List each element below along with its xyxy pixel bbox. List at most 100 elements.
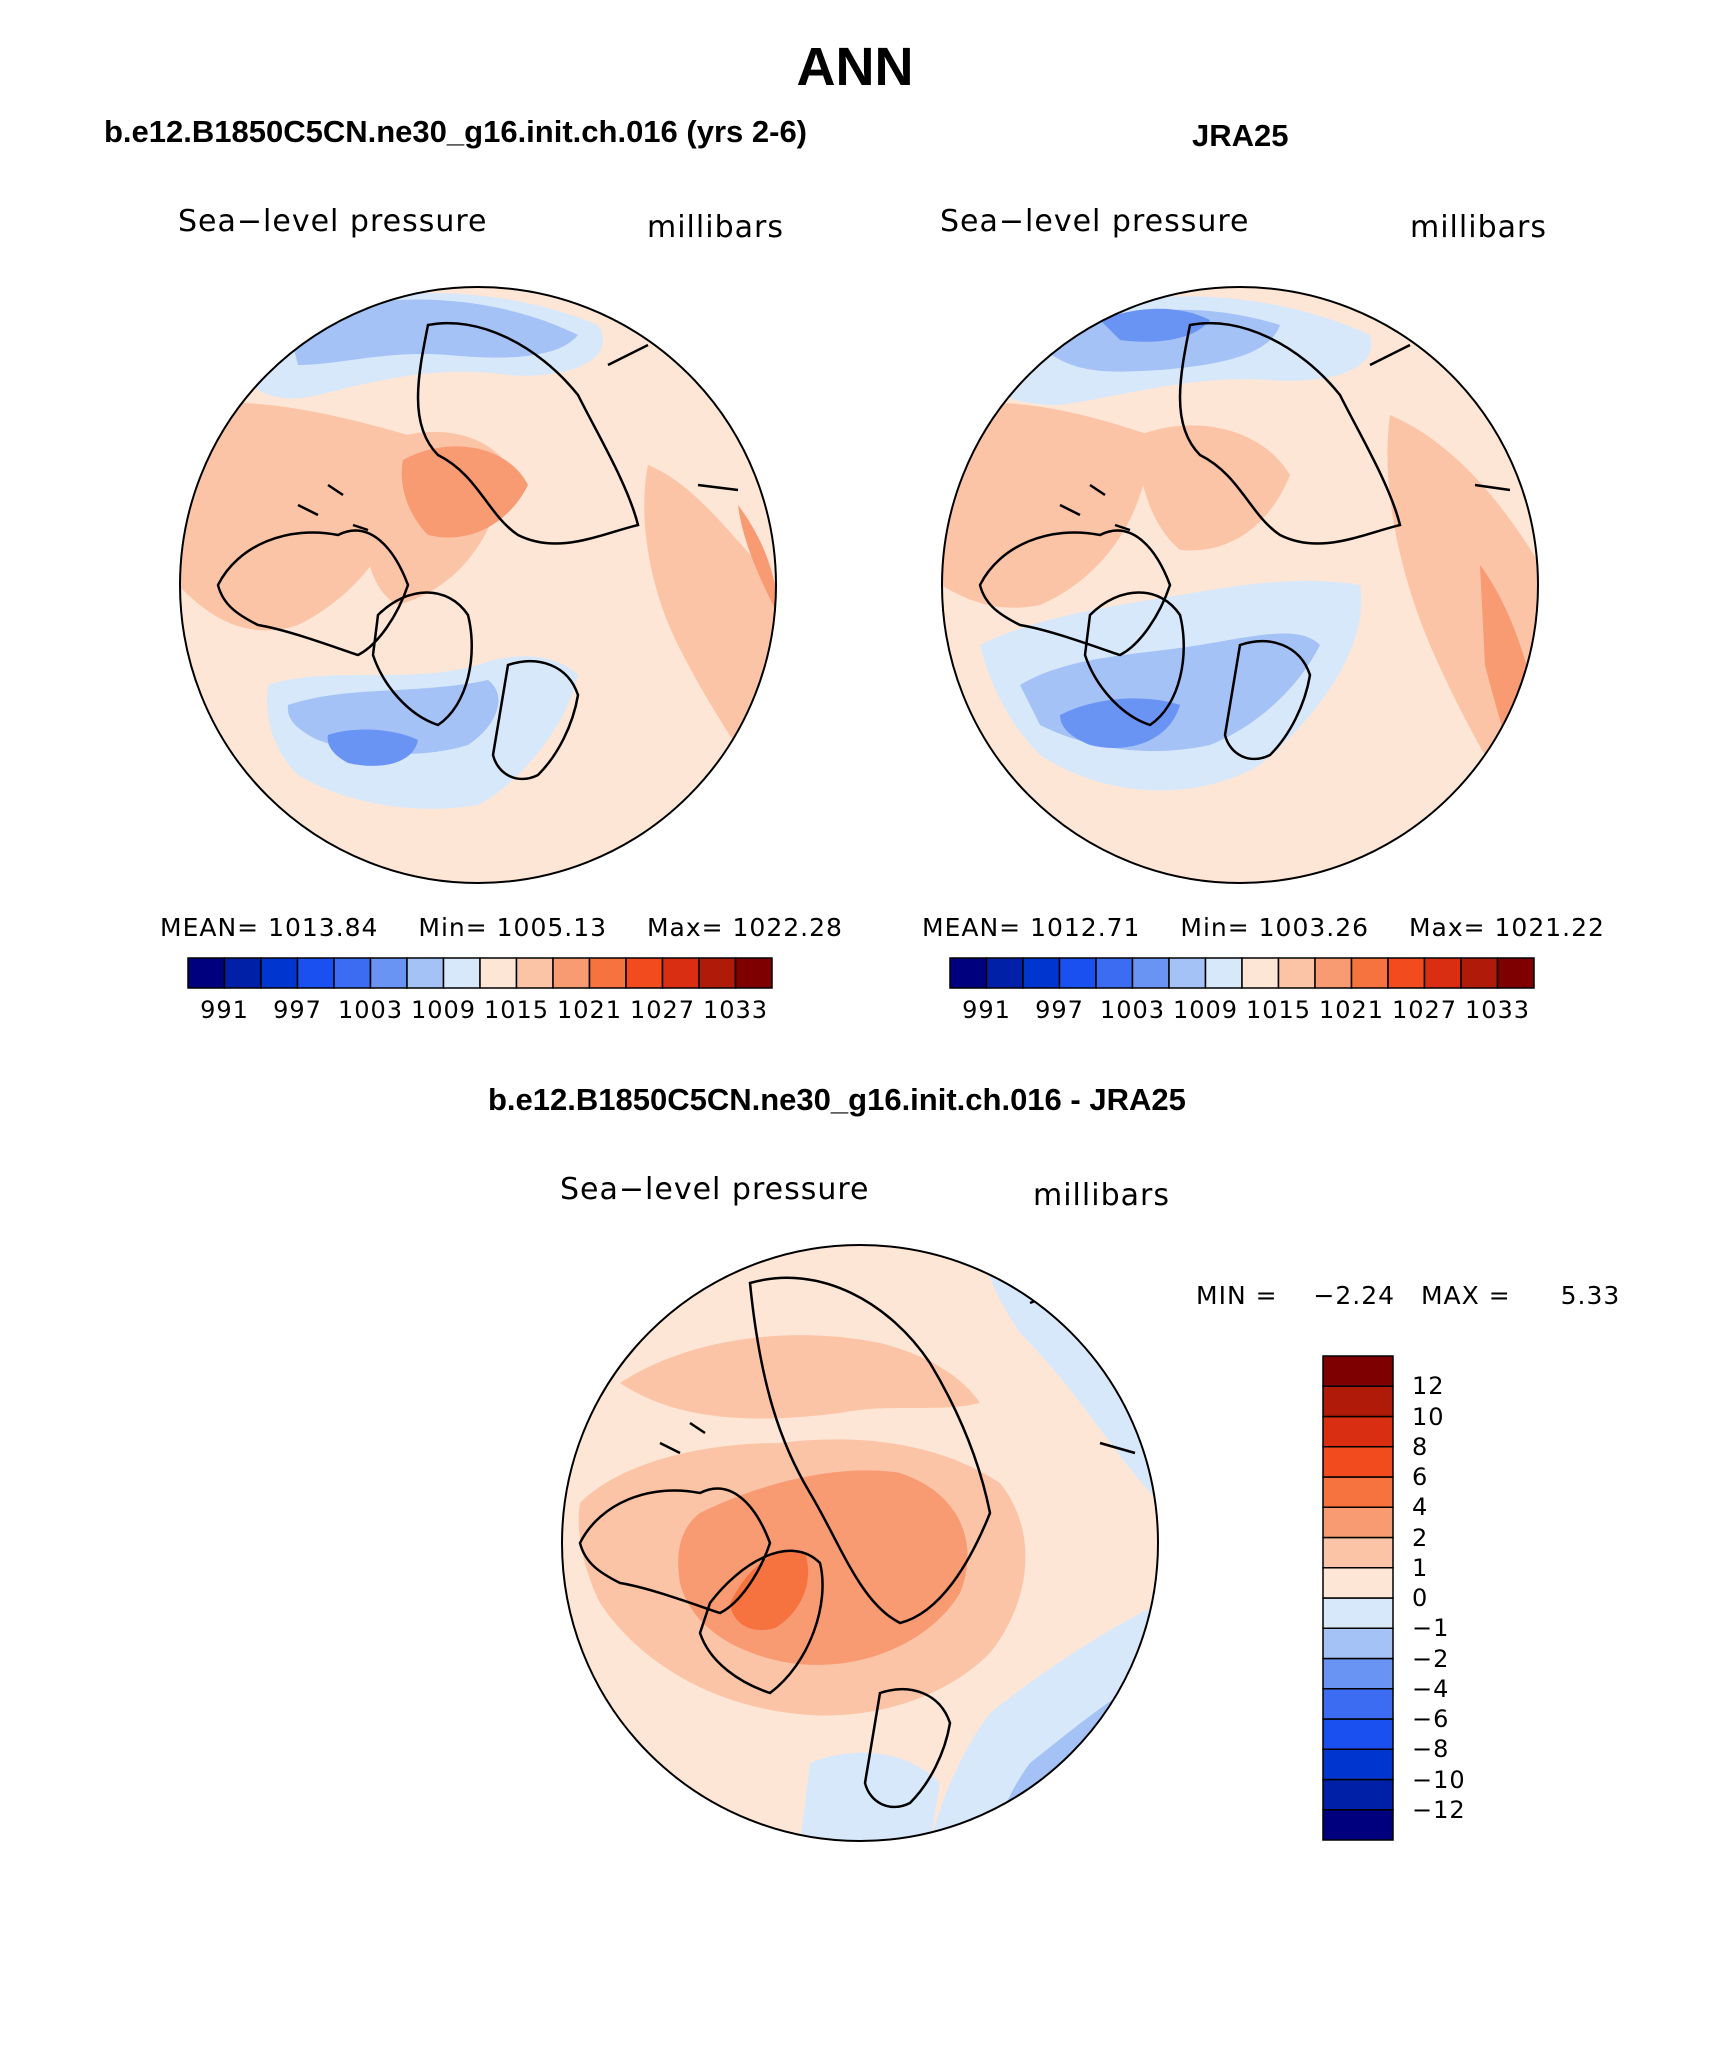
model-colorbar-box <box>333 957 372 989</box>
diff-colorbar-tick-label: 1 <box>1412 1553 1429 1582</box>
obs-mean-label: MEAN= <box>922 913 1022 942</box>
obs-polar-map <box>941 286 1539 884</box>
model-colorbar-tick-label: 991 <box>200 996 249 1024</box>
obs-coastline-n-america <box>978 529 1172 657</box>
obs-min-label: Min= <box>1180 913 1250 942</box>
obs-left-string: Sea−level pressure <box>940 204 1250 239</box>
obs-colorbar-tick-label: 1003 <box>1099 996 1166 1024</box>
obs-colorbar-box <box>1350 957 1389 989</box>
obs-colorbar-box <box>1058 957 1097 989</box>
obs-colorbar-tick-label: 1033 <box>1464 996 1531 1024</box>
diff-colorbar-box <box>1322 1385 1394 1418</box>
diff-colorbar-box <box>1322 1415 1394 1448</box>
diff-colorbar-tick-label: −12 <box>1412 1795 1466 1824</box>
obs-colorbar-box <box>1241 957 1280 989</box>
obs-coastline-eurasia <box>1178 321 1402 545</box>
model-colorbar-box <box>223 957 262 989</box>
obs-colorbar-box <box>1168 957 1207 989</box>
obs-colorbar <box>949 957 1535 989</box>
figure-title: ANN <box>796 37 914 97</box>
diff-coastline-n-america <box>578 1487 772 1615</box>
obs-colorbar-box <box>1460 957 1499 989</box>
model-colorbar-box <box>406 957 445 989</box>
obs-colorbar-box <box>1423 957 1462 989</box>
model-colorbar-box <box>296 957 335 989</box>
diff-colorbar-tick-label: 8 <box>1412 1432 1429 1461</box>
diff-coastline-eurasia <box>748 1276 992 1625</box>
obs-colorbar-tick-label: 1009 <box>1172 996 1239 1024</box>
obs-colorbar-tick-label: 991 <box>962 996 1011 1024</box>
model-mean-value: 1013.84 <box>268 913 379 942</box>
obs-colorbar-tick-label: 1015 <box>1245 996 1312 1024</box>
model-colorbar-box <box>442 957 481 989</box>
model-region-low-iceland <box>327 729 418 766</box>
obs-colorbar-tick-label: 1021 <box>1318 996 1385 1024</box>
model-polar-map <box>179 286 777 884</box>
diff-max-label: MAX = <box>1420 1281 1511 1310</box>
model-colorbar-box <box>734 957 773 989</box>
diff-colorbar-box <box>1322 1657 1394 1690</box>
obs-colorbar-box <box>1496 957 1535 989</box>
model-colorbar-box <box>552 957 591 989</box>
diff-max-value: 5.33 <box>1560 1281 1621 1310</box>
diff-colorbar-tick-label: −6 <box>1412 1705 1450 1733</box>
obs-max-value: 1021.22 <box>1494 913 1605 942</box>
model-colorbar-box <box>369 957 408 989</box>
diff-colorbar <box>1322 1355 1394 1841</box>
model-coastline-europe <box>491 660 580 781</box>
diff-colorbar-box <box>1322 1748 1394 1781</box>
model-colorbar-tick-label: 1003 <box>337 996 404 1024</box>
obs-colorbar-tick-label: 997 <box>1035 996 1084 1024</box>
model-colorbar-ticks: 991 997 1003 1009 1015 1021 1027 1033 <box>188 996 772 1026</box>
model-coastline-greenland <box>371 591 473 727</box>
obs-region-low-pacific-core <box>1100 308 1210 342</box>
obs-colorbar-box <box>1131 957 1170 989</box>
model-region-high-west <box>180 402 410 631</box>
model-colorbar-box <box>661 957 700 989</box>
diff-coastline-greenland <box>698 1549 824 1695</box>
model-units: millibars <box>647 210 784 245</box>
obs-colorbar-box <box>949 957 988 989</box>
obs-mean-value: 1012.71 <box>1030 913 1141 942</box>
model-colorbar <box>187 957 773 989</box>
diff-colorbar-box <box>1322 1567 1394 1599</box>
diff-region-high-pacific <box>620 1335 980 1419</box>
obs-region-high-arctic <box>1139 425 1290 551</box>
obs-panel-title: JRA25 <box>1192 118 1289 153</box>
diff-colorbar-tick-label: 4 <box>1412 1493 1429 1522</box>
diff-polar-map <box>561 1244 1159 1842</box>
diff-units: millibars <box>1033 1178 1170 1213</box>
model-colorbar-tick-label: 1009 <box>410 996 477 1024</box>
diff-colorbar-box <box>1322 1506 1394 1539</box>
obs-coastline-greenland <box>1083 591 1185 727</box>
diff-colorbar-tick-label: 2 <box>1412 1523 1429 1552</box>
model-colorbar-tick-label: 1021 <box>556 996 623 1024</box>
diff-colorbar-tick-label: −1 <box>1412 1614 1450 1643</box>
diff-colorbar-tick-label: 12 <box>1412 1372 1445 1401</box>
diff-min-value: −2.24 <box>1313 1281 1396 1310</box>
obs-colorbar-ticks: 991 997 1003 1009 1015 1021 1027 1033 <box>950 996 1534 1026</box>
model-max-label: Max= <box>646 913 724 942</box>
diff-colorbar-box <box>1322 1536 1394 1569</box>
obs-region-low-iceland <box>1060 698 1180 749</box>
diff-colorbar-box <box>1322 1778 1394 1811</box>
model-colorbar-box <box>625 957 664 989</box>
diff-colorbar-box <box>1322 1627 1394 1660</box>
model-coastline-n-america <box>216 529 410 657</box>
diff-colorbar-box <box>1322 1476 1394 1508</box>
diff-colorbar-tick-label: −8 <box>1412 1735 1450 1764</box>
diff-colorbar-box <box>1322 1446 1394 1478</box>
diff-colorbar-tick-label: −10 <box>1412 1765 1466 1794</box>
diff-min-label: MIN = <box>1196 1281 1278 1310</box>
diff-region-low-s <box>800 1752 940 1841</box>
obs-units: millibars <box>1410 210 1547 245</box>
diff-colorbar-box <box>1322 1688 1394 1720</box>
diff-colorbar-box <box>1322 1809 1394 1841</box>
obs-min-value: 1003.26 <box>1258 913 1370 942</box>
model-colorbar-box <box>515 957 554 989</box>
model-colorbar-box <box>698 957 737 989</box>
diff-coastline-islands <box>659 1281 1136 1455</box>
diff-left-string: Sea−level pressure <box>560 1172 870 1207</box>
model-colorbar-tick-label: 997 <box>273 996 322 1024</box>
model-panel-title: b.e12.B1850C5CN.ne30_g16.init.ch.016 (yr… <box>104 114 808 149</box>
